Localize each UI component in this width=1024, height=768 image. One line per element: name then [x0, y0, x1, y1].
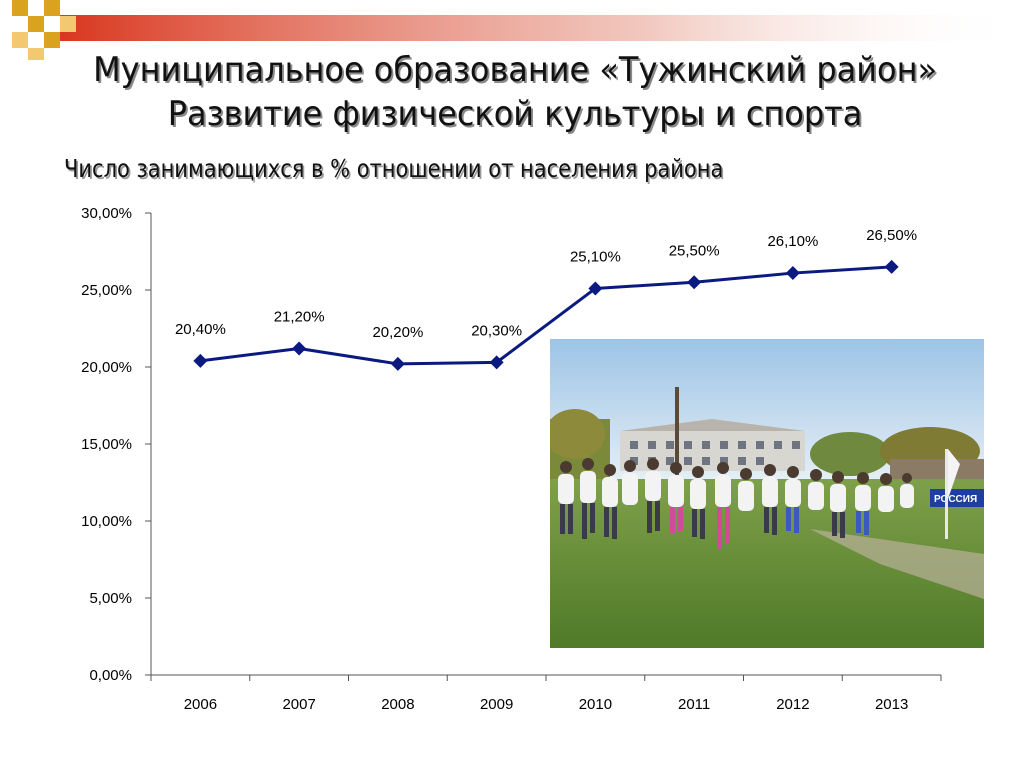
data-point — [390, 356, 405, 371]
y-tick-label: 10,00% — [81, 513, 132, 530]
y-tick-label: 15,00% — [81, 436, 132, 453]
deco-square — [44, 0, 60, 16]
x-tick-label: 2006 — [184, 696, 217, 713]
data-point — [884, 259, 899, 274]
data-label: 25,10% — [570, 248, 621, 265]
y-tick-label: 25,00% — [81, 282, 132, 299]
flag-pole — [945, 449, 948, 539]
x-tick-label: 2009 — [480, 696, 513, 713]
x-tick-label: 2008 — [381, 696, 414, 713]
y-tick-label: 30,00% — [81, 205, 132, 222]
slide-title: Муниципальное образование «Тужинский рай… — [34, 48, 997, 136]
deco-square — [12, 32, 28, 48]
slide-title-line1: Муниципальное образование «Тужинский рай… — [93, 50, 938, 90]
banner-text: РОССИЯ — [934, 494, 977, 505]
data-label: 21,20% — [274, 309, 325, 326]
x-tick-label: 2010 — [579, 696, 612, 713]
data-label: 20,20% — [372, 324, 423, 341]
x-tick-label: 2012 — [776, 696, 809, 713]
header-gradient-band — [60, 15, 1024, 41]
utility-pole — [675, 387, 679, 477]
data-point — [292, 341, 307, 356]
data-label: 25,50% — [669, 242, 720, 259]
data-point — [588, 281, 603, 296]
deco-square — [28, 48, 44, 60]
data-label: 20,40% — [175, 321, 226, 338]
x-tick-label: 2007 — [282, 696, 315, 713]
deco-square — [28, 16, 44, 32]
x-tick-label: 2013 — [875, 696, 908, 713]
path — [810, 529, 984, 599]
series-line — [200, 265, 892, 366]
x-tick-label: 2011 — [678, 696, 710, 713]
data-point — [193, 353, 208, 368]
data-point — [489, 355, 504, 370]
data-label: 26,10% — [767, 233, 818, 250]
photo-running-crowd: РОССИЯ — [550, 339, 984, 648]
slide-title-line2: Развитие физической культуры и спорта — [167, 94, 863, 134]
header-decoration — [12, 0, 1024, 60]
data-label: 26,50% — [866, 227, 917, 244]
deco-square — [44, 32, 60, 48]
banner — [930, 489, 984, 507]
flag — [948, 449, 960, 499]
data-point — [687, 275, 702, 290]
y-tick-label: 0,00% — [89, 667, 132, 684]
runners-group — [558, 458, 914, 549]
deco-square — [12, 0, 28, 16]
data-label: 20,30% — [471, 322, 522, 339]
y-tick-label: 5,00% — [89, 590, 132, 607]
data-point — [785, 266, 800, 281]
deco-square — [60, 16, 76, 32]
slide-subtitle: Число занимающихся в % отношении от насе… — [64, 154, 724, 183]
y-tick-label: 20,00% — [81, 359, 132, 376]
